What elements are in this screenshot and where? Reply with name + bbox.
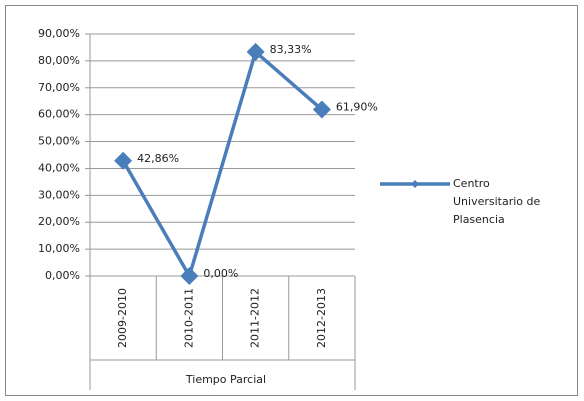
- y-tick-label: 0,00%: [45, 269, 80, 282]
- x-tick-label: 2011-2012: [249, 288, 262, 348]
- series-line: [121, 48, 324, 281]
- x-tick-label: 2009-2010: [116, 288, 129, 348]
- legend-marker: [411, 180, 419, 188]
- data-label: 42,86%: [137, 152, 179, 165]
- point: [312, 100, 331, 119]
- x-tick-label: 2010-2011: [182, 288, 195, 348]
- legend-label: Centro Universitario de Plasencia: [453, 177, 541, 226]
- y-tick-label: 20,00%: [38, 215, 80, 228]
- data-label: 61,90%: [336, 101, 378, 114]
- x-group-label: Tiempo Parcial: [185, 373, 266, 386]
- y-tick-label: 60,00%: [38, 108, 80, 121]
- y-tick-label: 10,00%: [38, 242, 80, 255]
- data-label: 83,33%: [270, 43, 312, 56]
- y-tick-label: 40,00%: [38, 161, 80, 174]
- y-tick-label: 50,00%: [38, 135, 80, 148]
- point: [246, 42, 265, 61]
- y-tick-label: 80,00%: [38, 54, 80, 67]
- point: [114, 151, 133, 170]
- y-tick-label: 30,00%: [38, 188, 80, 201]
- y-tick-label: 90,00%: [38, 27, 80, 40]
- data-label: 0,00%: [203, 267, 238, 280]
- x-tick-label: 2012-2013: [315, 288, 328, 348]
- chart-border: [5, 5, 578, 396]
- y-tick-label: 70,00%: [38, 81, 80, 94]
- point: [180, 267, 199, 285]
